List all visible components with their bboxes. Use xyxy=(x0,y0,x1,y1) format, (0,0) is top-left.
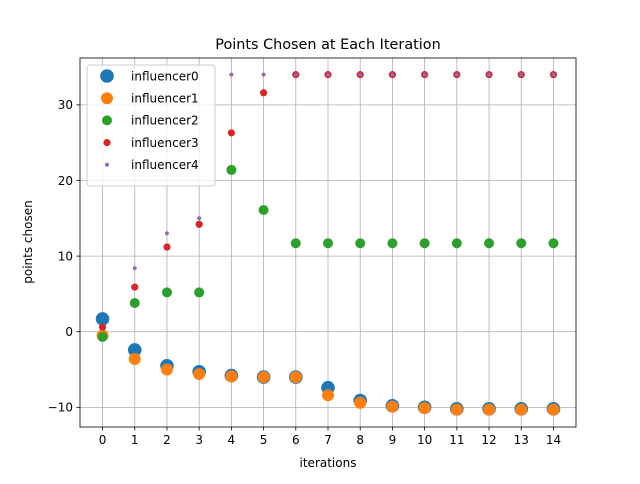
data-point-influencer2 xyxy=(355,238,366,249)
legend-marker-influencer2 xyxy=(102,115,112,126)
x-tick-label: 5 xyxy=(260,433,268,447)
data-point-influencer4 xyxy=(551,72,556,77)
legend: influencer0 influencer1 influencer2 influen… xyxy=(86,64,216,187)
data-point-influencer2 xyxy=(548,238,559,249)
data-point-influencer4 xyxy=(197,216,202,221)
data-point-influencer4 xyxy=(326,72,330,77)
data-point-influencer2 xyxy=(194,287,205,298)
data-point-influencer3 xyxy=(163,243,171,251)
data-point-influencer1 xyxy=(322,389,334,402)
data-point-influencer4 xyxy=(390,72,395,77)
data-point-influencer4 xyxy=(229,72,234,77)
legend-marker-influencer0 xyxy=(100,69,114,83)
y-tick-label: 0 xyxy=(65,325,73,339)
data-point-influencer4 xyxy=(519,72,524,77)
legend-marker-influencer3 xyxy=(103,139,111,147)
data-point-influencer2 xyxy=(323,238,333,249)
y-tick-label: −10 xyxy=(48,401,73,415)
data-point-influencer1 xyxy=(160,363,173,376)
legend-label-influencer1: influencer1 xyxy=(131,92,199,106)
data-point-influencer1 xyxy=(354,396,367,409)
data-points xyxy=(95,71,561,416)
data-point-influencer3 xyxy=(131,283,139,291)
data-point-influencer2 xyxy=(97,332,108,343)
data-point-influencer2 xyxy=(161,287,172,298)
data-point-influencer1 xyxy=(515,403,528,416)
data-point-influencer2 xyxy=(419,238,430,249)
x-tick-label: 14 xyxy=(546,433,561,447)
data-point-influencer1 xyxy=(450,403,463,416)
data-point-influencer0 xyxy=(95,312,110,326)
x-tick-label: 0 xyxy=(99,433,107,447)
legend-label-influencer2: influencer2 xyxy=(131,114,199,128)
x-tick-label: 3 xyxy=(195,433,203,447)
data-point-influencer4 xyxy=(454,72,459,77)
data-point-influencer2 xyxy=(258,204,269,215)
data-point-influencer1 xyxy=(386,400,399,413)
x-tick-label: 12 xyxy=(481,433,496,447)
data-point-influencer2 xyxy=(516,238,527,249)
x-tick-label: 13 xyxy=(514,433,529,447)
data-point-influencer2 xyxy=(290,238,301,249)
data-point-influencer4 xyxy=(132,266,137,271)
data-point-influencer4 xyxy=(358,72,363,77)
data-point-influencer4 xyxy=(164,231,169,236)
data-point-influencer2 xyxy=(387,238,398,249)
data-point-influencer1 xyxy=(225,370,238,383)
chart-title: Points Chosen at Each Iteration xyxy=(215,37,440,53)
data-point-influencer1 xyxy=(128,352,141,365)
x-tick-label: 7 xyxy=(324,433,332,447)
data-point-influencer2 xyxy=(129,297,140,308)
legend-label-influencer0: influencer0 xyxy=(131,69,199,83)
y-axis-label: points chosen xyxy=(21,200,35,283)
data-point-influencer3 xyxy=(259,89,268,97)
data-point-influencer3 xyxy=(227,129,235,137)
x-tick-label: 2 xyxy=(163,433,171,447)
y-tick-label: 30 xyxy=(58,98,73,112)
x-tick-label: 9 xyxy=(389,433,397,447)
data-point-influencer1 xyxy=(289,371,302,384)
data-point-influencer0 xyxy=(127,343,142,357)
data-point-influencer4 xyxy=(487,72,492,77)
x-tick-label: 6 xyxy=(292,433,300,447)
data-point-influencer4 xyxy=(293,72,298,77)
x-tick-label: 8 xyxy=(356,433,364,447)
x-tick-label: 10 xyxy=(417,433,432,447)
data-point-influencer1 xyxy=(418,402,431,415)
x-tick-label: 4 xyxy=(228,433,236,447)
data-point-influencer2 xyxy=(451,238,462,249)
data-point-influencer1 xyxy=(193,368,206,381)
legend-box xyxy=(86,64,216,187)
y-axis-ticks: −10 0 10 20 30 xyxy=(48,98,80,415)
x-tick-label: 1 xyxy=(131,433,139,447)
data-point-influencer4 xyxy=(261,72,266,77)
legend-marker-influencer1 xyxy=(101,92,113,105)
legend-label-influencer4: influencer4 xyxy=(131,158,199,172)
data-point-influencer1 xyxy=(547,403,560,416)
data-point-influencer2 xyxy=(226,164,237,175)
legend-label-influencer3: influencer3 xyxy=(131,136,199,150)
data-point-influencer2 xyxy=(484,238,495,249)
y-tick-label: 20 xyxy=(58,174,73,188)
x-tick-label: 11 xyxy=(449,433,464,447)
legend-marker-influencer4 xyxy=(105,162,109,167)
data-point-influencer1 xyxy=(257,371,270,384)
x-axis-ticks: 0 1 2 3 4 5 6 7 8 9 10 11 12 13 14 xyxy=(99,427,561,447)
y-tick-label: 10 xyxy=(58,249,73,263)
x-axis-label: iterations xyxy=(300,456,357,470)
data-point-influencer1 xyxy=(483,403,496,416)
data-point-influencer3 xyxy=(195,220,203,228)
data-point-influencer4 xyxy=(422,72,427,77)
data-point-influencer3 xyxy=(98,323,107,331)
